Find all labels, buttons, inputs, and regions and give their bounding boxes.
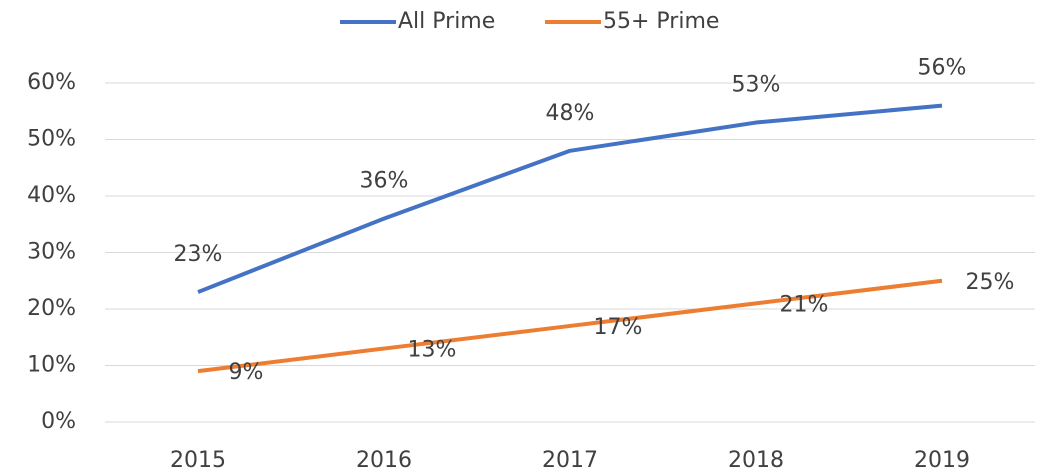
x-tick-label: 2019 [914,448,970,473]
y-tick-label: 30% [27,240,76,265]
y-tick-label: 10% [27,353,76,378]
x-tick-label: 2015 [170,448,226,473]
data-label: 23% [174,242,223,267]
data-label: 25% [966,270,1015,295]
data-label: 13% [408,338,457,363]
data-label: 36% [360,169,409,194]
series-line [197,103,943,294]
series-line [197,278,943,374]
data-label: 9% [229,360,264,385]
x-tick-label: 2016 [356,448,412,473]
y-tick-label: 50% [27,127,76,152]
y-tick-label: 20% [27,296,76,321]
data-label: 53% [732,73,781,98]
data-label: 56% [918,56,967,81]
data-label: 17% [594,315,643,340]
x-tick-label: 2018 [728,448,784,473]
y-tick-label: 60% [27,70,76,95]
legend-label: All Prime [398,9,495,34]
legend-label: 55+ Prime [603,9,719,34]
y-tick-label: 0% [41,409,76,434]
y-tick-label: 40% [27,183,76,208]
data-label: 48% [546,101,595,126]
x-tick-label: 2017 [542,448,598,473]
data-label: 21% [780,292,829,317]
